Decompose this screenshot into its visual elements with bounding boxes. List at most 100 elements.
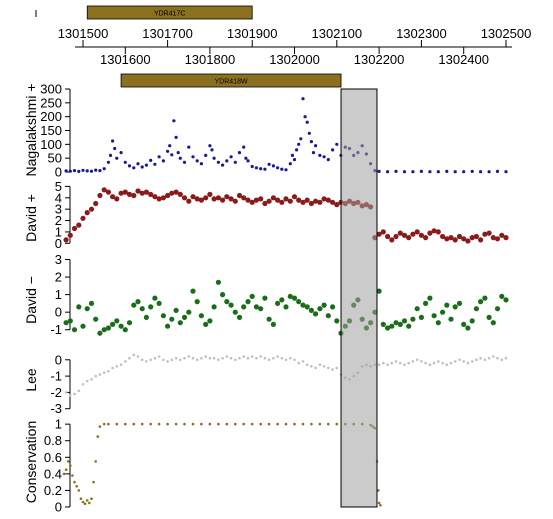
- data-point: [149, 158, 153, 162]
- data-point: [393, 320, 399, 326]
- data-point: [195, 159, 199, 163]
- data-point: [420, 360, 423, 363]
- data-point: [304, 197, 310, 203]
- data-point: [377, 169, 381, 173]
- data-point: [284, 422, 288, 426]
- data-point: [234, 358, 237, 362]
- data-point: [465, 325, 471, 331]
- data-point: [249, 199, 255, 205]
- data-point: [458, 358, 461, 362]
- data-point: [448, 235, 454, 241]
- data-point: [200, 356, 203, 360]
- axis-tick-label-bottom: 1302400: [438, 52, 489, 67]
- data-point: [444, 236, 450, 242]
- y-tick-label: 0.2: [44, 483, 62, 498]
- data-point: [310, 422, 313, 426]
- data-point: [229, 155, 233, 159]
- data-point: [161, 159, 165, 163]
- data-point: [301, 97, 305, 101]
- data-point: [232, 198, 238, 204]
- data-point: [115, 156, 119, 160]
- data-point: [166, 360, 169, 363]
- data-point: [322, 365, 326, 368]
- highlight-region: [340, 88, 378, 508]
- data-point: [111, 139, 115, 143]
- data-point: [479, 170, 483, 174]
- data-point: [84, 306, 90, 312]
- data-point: [110, 321, 116, 327]
- data-point: [440, 309, 446, 315]
- data-point: [492, 355, 495, 358]
- y-tick-label: 0.8: [44, 433, 62, 448]
- data-point: [424, 361, 427, 365]
- data-point: [157, 422, 161, 426]
- data-point: [245, 197, 251, 203]
- data-point: [173, 189, 179, 195]
- data-point: [64, 468, 68, 472]
- data-point: [259, 355, 263, 358]
- data-point: [432, 361, 436, 365]
- data-point: [259, 167, 263, 171]
- data-point: [504, 170, 508, 174]
- data-point: [170, 153, 174, 157]
- data-point: [293, 358, 296, 362]
- data-point: [331, 148, 335, 152]
- data-point: [153, 162, 157, 166]
- data-point: [249, 293, 255, 299]
- data-point: [148, 191, 154, 197]
- data-point: [181, 195, 188, 201]
- data-point: [131, 302, 137, 308]
- data-point: [292, 158, 297, 162]
- data-point: [210, 148, 214, 152]
- data-point: [194, 299, 200, 305]
- data-point: [389, 237, 395, 243]
- data-point: [503, 297, 509, 303]
- data-point: [122, 327, 128, 333]
- data-point: [97, 192, 103, 199]
- data-point: [478, 237, 484, 243]
- data-point: [377, 501, 381, 505]
- data-point: [397, 230, 403, 236]
- data-point: [250, 164, 254, 169]
- data-point: [487, 356, 491, 360]
- data-point: [310, 365, 313, 368]
- y-tick-label: 1: [55, 287, 62, 302]
- data-point: [105, 189, 111, 195]
- data-point: [238, 356, 241, 360]
- data-point: [452, 304, 458, 310]
- axis-tick-label-top: 1302300: [396, 26, 447, 41]
- data-point: [203, 321, 209, 327]
- data-point: [93, 316, 99, 322]
- data-point: [128, 356, 131, 360]
- data-point: [262, 295, 268, 301]
- data-point: [276, 166, 280, 170]
- y-tick-label: 2: [55, 213, 62, 228]
- data-point: [283, 304, 289, 310]
- feature-bar-ydr418w: [120, 73, 342, 88]
- data-point: [67, 232, 73, 238]
- data-point: [198, 197, 204, 203]
- data-point: [157, 155, 161, 159]
- data-point: [275, 197, 281, 203]
- data-point: [403, 363, 406, 367]
- data-point: [486, 314, 492, 320]
- data-point: [326, 158, 330, 162]
- y-tick-label: -1: [50, 369, 62, 384]
- data-point: [168, 144, 172, 148]
- data-point: [132, 422, 136, 426]
- feature-track-top: YDR417C: [35, 5, 253, 20]
- data-point: [385, 233, 391, 240]
- data-point: [377, 489, 380, 492]
- y-tick-label: 3: [55, 202, 62, 217]
- data-point: [63, 320, 69, 326]
- data-point: [69, 464, 72, 467]
- data-point: [259, 422, 263, 426]
- data-point: [76, 222, 82, 228]
- data-point: [411, 360, 415, 363]
- data-point: [89, 169, 94, 173]
- data-point: [207, 318, 213, 324]
- data-point: [172, 119, 176, 123]
- data-point: [317, 199, 323, 205]
- data-point: [143, 189, 149, 195]
